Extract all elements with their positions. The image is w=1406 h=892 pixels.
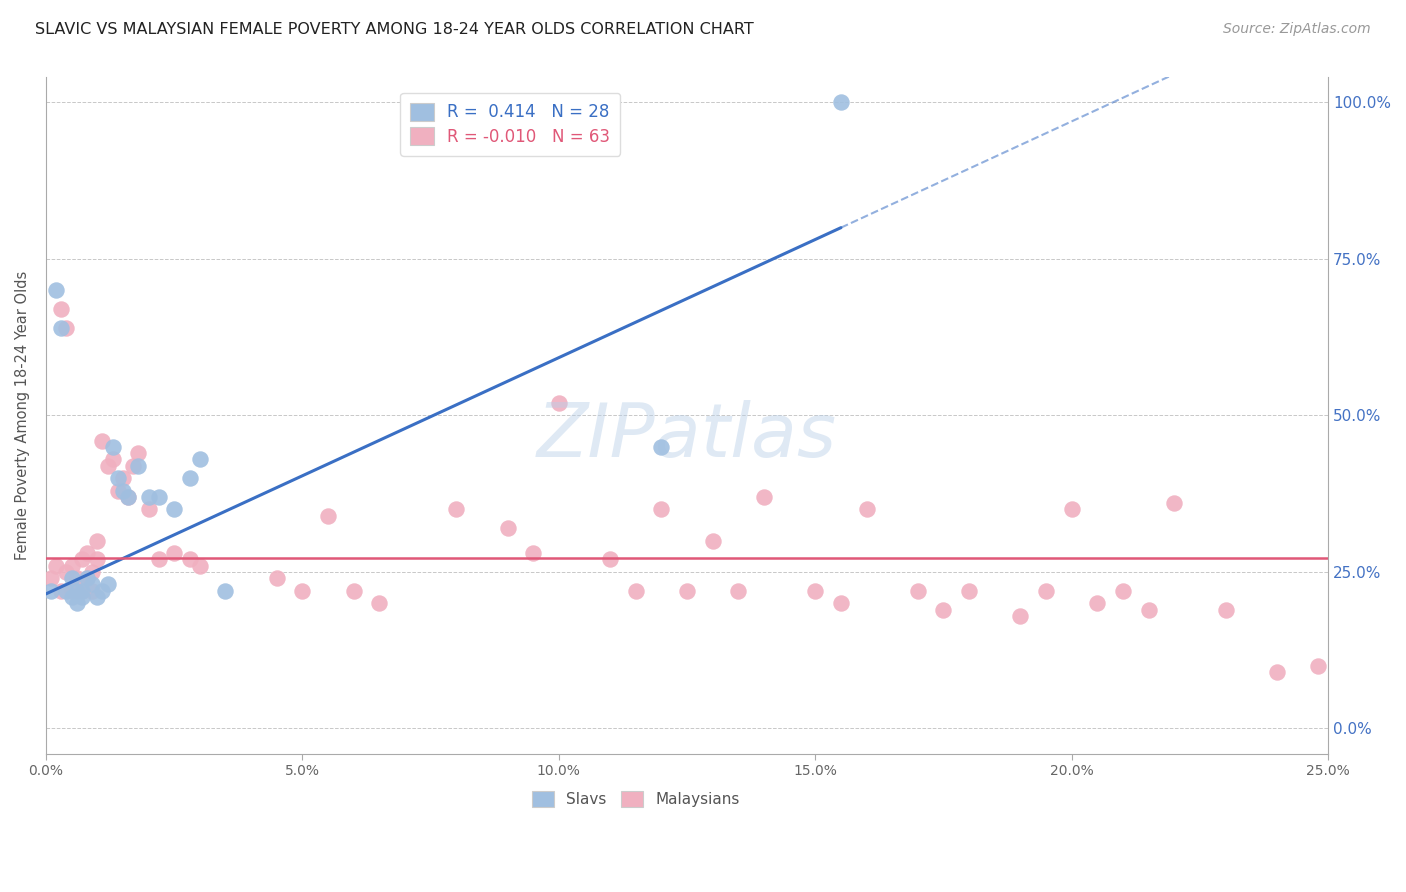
Point: [39, 583, 62, 598]
Point: [1163, 496, 1185, 510]
Text: Source: ZipAtlas.com: Source: ZipAtlas.com: [1223, 22, 1371, 37]
Point: [76, 571, 98, 585]
Point: [1306, 658, 1329, 673]
Point: [830, 95, 852, 110]
Point: [127, 458, 149, 473]
Point: [70, 552, 93, 566]
Point: [117, 490, 139, 504]
Point: [91, 434, 114, 448]
Point: [855, 502, 877, 516]
Point: [148, 490, 170, 504]
Y-axis label: Female Poverty Among 18-24 Year Olds: Female Poverty Among 18-24 Year Olds: [15, 271, 30, 560]
Point: [55, 321, 77, 335]
Point: [76, 571, 98, 585]
Point: [82, 583, 104, 598]
Point: [107, 483, 129, 498]
Point: [82, 565, 104, 579]
Point: [830, 596, 852, 610]
Point: [138, 502, 160, 516]
Point: [163, 502, 186, 516]
Point: [547, 396, 569, 410]
Point: [368, 596, 391, 610]
Point: [1215, 602, 1237, 616]
Point: [111, 483, 134, 498]
Point: [96, 458, 118, 473]
Point: [55, 583, 77, 598]
Point: [343, 583, 366, 598]
Point: [179, 471, 201, 485]
Point: [1060, 502, 1083, 516]
Point: [51, 321, 73, 335]
Point: [70, 583, 93, 598]
Point: [76, 546, 98, 560]
Point: [66, 596, 89, 610]
Point: [86, 533, 108, 548]
Point: [214, 583, 236, 598]
Point: [45, 558, 67, 573]
Point: [907, 583, 929, 598]
Point: [51, 583, 73, 598]
Point: [96, 577, 118, 591]
Text: SLAVIC VS MALAYSIAN FEMALE POVERTY AMONG 18-24 YEAR OLDS CORRELATION CHART: SLAVIC VS MALAYSIAN FEMALE POVERTY AMONG…: [35, 22, 754, 37]
Point: [45, 283, 67, 297]
Point: [60, 558, 83, 573]
Point: [932, 602, 955, 616]
Point: [650, 440, 672, 454]
Point: [60, 571, 83, 585]
Point: [1085, 596, 1108, 610]
Point: [1035, 583, 1057, 598]
Point: [804, 583, 827, 598]
Point: [55, 565, 77, 579]
Point: [957, 583, 980, 598]
Point: [60, 590, 83, 604]
Point: [82, 577, 104, 591]
Point: [179, 552, 201, 566]
Point: [1112, 583, 1135, 598]
Point: [117, 490, 139, 504]
Point: [188, 558, 211, 573]
Point: [39, 571, 62, 585]
Legend: Slavs, Malaysians: Slavs, Malaysians: [526, 785, 745, 814]
Point: [316, 508, 339, 523]
Point: [70, 590, 93, 604]
Point: [101, 452, 124, 467]
Point: [70, 583, 93, 598]
Point: [111, 471, 134, 485]
Point: [702, 533, 724, 548]
Point: [676, 583, 699, 598]
Point: [66, 583, 89, 598]
Point: [163, 546, 186, 560]
Point: [624, 583, 647, 598]
Point: [138, 490, 160, 504]
Point: [101, 440, 124, 454]
Point: [51, 301, 73, 316]
Point: [122, 458, 145, 473]
Point: [599, 552, 621, 566]
Point: [1010, 608, 1032, 623]
Point: [446, 502, 468, 516]
Point: [291, 583, 314, 598]
Point: [522, 546, 544, 560]
Point: [1265, 665, 1288, 680]
Point: [91, 583, 114, 598]
Point: [127, 446, 149, 460]
Text: ZIPatlas: ZIPatlas: [537, 400, 837, 472]
Point: [86, 552, 108, 566]
Point: [148, 552, 170, 566]
Point: [727, 583, 749, 598]
Point: [86, 590, 108, 604]
Point: [496, 521, 519, 535]
Point: [60, 583, 83, 598]
Point: [107, 471, 129, 485]
Point: [650, 502, 672, 516]
Point: [1137, 602, 1160, 616]
Point: [188, 452, 211, 467]
Point: [266, 571, 288, 585]
Point: [752, 490, 775, 504]
Point: [66, 583, 89, 598]
Point: [66, 571, 89, 585]
